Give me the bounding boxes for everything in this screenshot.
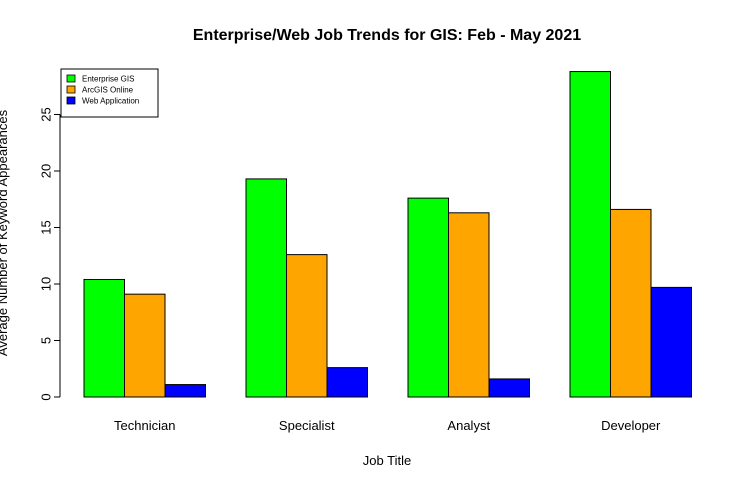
bar-enterprise-gis-specialist	[245, 178, 287, 398]
chart-title: Enterprise/Web Job Trends for GIS: Feb -…	[193, 27, 581, 44]
x-tick-label: Specialist	[279, 418, 335, 433]
bar-group-specialist	[245, 178, 368, 398]
legend: Enterprise GIS ArcGIS Online Web Applicati…	[60, 68, 159, 118]
legend-box	[60, 68, 159, 118]
legend-label: ArcGIS Online	[82, 86, 134, 95]
bar-enterprise-gis-analyst	[407, 197, 449, 398]
bar-web-application-developer	[650, 286, 692, 398]
x-tick-labels: Technician Specialist Analyst Developer	[114, 418, 661, 433]
bar-group-technician	[83, 278, 206, 398]
bar-enterprise-gis-technician	[83, 278, 125, 398]
legend-swatch	[66, 74, 76, 83]
bar-arcgis-online-analyst	[448, 212, 490, 398]
y-axis-label: Average Number of Keyword Appearances	[0, 109, 10, 356]
bar-web-application-specialist	[326, 367, 368, 398]
bar-group-analyst	[407, 197, 530, 398]
bar-enterprise-gis-developer	[569, 71, 611, 398]
y-axis: 0 5 10 15 20 25	[39, 107, 61, 401]
y-tick-label: 5	[39, 337, 54, 344]
bar-arcgis-online-technician	[124, 293, 166, 398]
legend-swatch	[66, 85, 76, 94]
y-tick-label: 15	[39, 220, 54, 234]
y-tick-label: 0	[39, 393, 54, 400]
y-tick-label: 20	[39, 164, 54, 178]
x-tick-label: Technician	[114, 418, 175, 433]
bar-arcgis-online-specialist	[286, 254, 328, 398]
y-tick-label: 25	[39, 107, 54, 121]
bar-group-developer	[569, 71, 692, 398]
bars	[83, 71, 692, 398]
x-axis-label: Job Title	[363, 453, 411, 468]
bar-web-application-technician	[164, 384, 206, 398]
x-tick-label: Analyst	[447, 418, 490, 433]
legend-swatch	[66, 96, 76, 105]
y-tick-label: 10	[39, 277, 54, 291]
legend-label: Web Application	[82, 97, 139, 106]
bar-web-application-analyst	[488, 378, 530, 398]
legend-label: Enterprise GIS	[82, 75, 134, 84]
x-tick-label: Developer	[601, 418, 661, 433]
bar-arcgis-online-developer	[610, 208, 652, 398]
